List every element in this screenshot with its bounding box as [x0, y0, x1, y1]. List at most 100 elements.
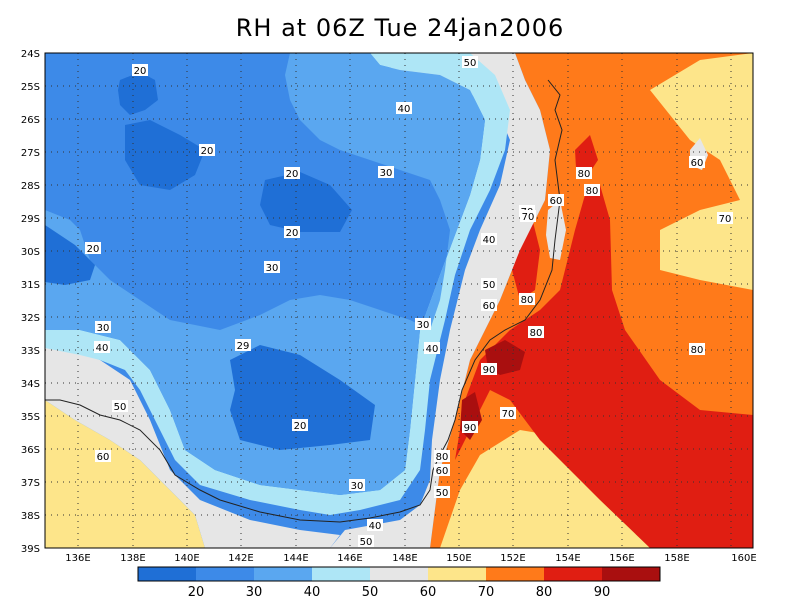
contour-label-text: 29 — [237, 341, 250, 352]
colorbar-label: 60 — [420, 585, 437, 600]
contour-label: 30 — [349, 479, 365, 492]
contour-label: 80 — [584, 184, 600, 197]
colorbar-label: 80 — [536, 585, 553, 600]
contour-label: 30 — [264, 261, 280, 274]
lat-label: 37S — [21, 478, 40, 489]
lat-label: 38S — [21, 511, 40, 522]
contour-label: 30 — [95, 321, 111, 334]
contour-label-text: 30 — [351, 481, 364, 492]
contour-label: 40 — [481, 233, 497, 246]
lon-label: 158E — [664, 553, 689, 564]
field-90-100-c — [575, 135, 598, 175]
contour-label-text: 60 — [97, 452, 110, 463]
lon-label: 146E — [337, 553, 362, 564]
lon-label: 150E — [446, 553, 471, 564]
coastline — [45, 79, 563, 523]
contour-label-text: 30 — [380, 168, 393, 179]
contour-label: 40 — [424, 342, 440, 355]
lat-label: 34S — [21, 379, 40, 390]
lon-label: 156E — [609, 553, 634, 564]
contour-label-text: 30 — [417, 320, 430, 331]
lat-label: 32S — [21, 313, 40, 324]
contour-labels: 20 20 20 20 20 20 30 30 30 30 30 29 40 40 40 40 40 50 50 50… — [85, 56, 733, 548]
contour-label-text: 50 — [436, 488, 449, 499]
colorbar-label: 70 — [478, 585, 495, 600]
contour-label-text: 20 — [286, 169, 299, 180]
contour-label-text: 40 — [483, 235, 496, 246]
contour-label: 60 — [434, 464, 450, 477]
contour-label: 80 — [689, 343, 705, 356]
contour-label-text: 20 — [286, 228, 299, 239]
contour-label-text: 60 — [691, 158, 704, 169]
lat-axis-labels: 24S 25S 26S 27S 28S 29S 30S 31S 32S 33S … — [21, 49, 40, 555]
contour-label: 50 — [112, 400, 128, 413]
contour-label: 80 — [519, 293, 535, 306]
field-60-70 — [330, 53, 550, 548]
lon-label: 136E — [65, 553, 90, 564]
contour-label: 80 — [434, 450, 450, 463]
contour-label: 60 — [689, 156, 705, 169]
field-20-30-e — [230, 345, 375, 450]
contour-label: 29 — [235, 339, 251, 352]
field-20-30-d — [45, 225, 95, 285]
contour-label: 20 — [284, 226, 300, 239]
contour-label-text: 50 — [483, 280, 496, 291]
contour-label-text: 20 — [294, 421, 307, 432]
contour-label: 50 — [434, 486, 450, 499]
colorbar-swatch — [254, 567, 312, 581]
lon-label: 154E — [555, 553, 580, 564]
contour-label: 50 — [462, 56, 478, 69]
colorbar-swatch — [544, 567, 602, 581]
colorbar-label: 30 — [246, 585, 263, 600]
filled-contours — [45, 53, 753, 548]
lat-label: 33S — [21, 346, 40, 357]
contour-label-text: 70 — [522, 212, 535, 223]
contour-label-text: 80 — [578, 169, 591, 180]
colorbar-label: 90 — [594, 585, 611, 600]
contour-label-text: 70 — [502, 409, 515, 420]
contour-label: 20 — [85, 242, 101, 255]
contour-label: 20 — [292, 419, 308, 432]
colorbar-label: 20 — [188, 585, 205, 600]
contour-label: 80 — [576, 167, 592, 180]
lon-label: 138E — [120, 553, 145, 564]
contour-label: 60 — [481, 299, 497, 312]
lon-label: 160E — [731, 553, 756, 564]
colorbar-swatch — [602, 567, 660, 581]
lat-label: 36S — [21, 445, 40, 456]
contour-label: 30 — [415, 318, 431, 331]
lat-label: 31S — [21, 280, 40, 291]
lon-label: 152E — [500, 553, 525, 564]
colorbar-swatch — [370, 567, 428, 581]
lat-label: 24S — [21, 49, 40, 60]
colorbar-frame — [137, 566, 661, 582]
contour-label-text: 80 — [436, 452, 449, 463]
colorbar: 20 30 40 50 60 70 80 90 — [137, 566, 661, 600]
contour-label-text: 30 — [266, 263, 279, 274]
colorbar-swatch — [196, 567, 254, 581]
contour-label: 90 — [462, 421, 478, 434]
contour-label: 50 — [358, 535, 374, 548]
gridlines — [45, 53, 753, 548]
contour-label-text: 80 — [530, 328, 543, 339]
contour-label-text: 60 — [550, 196, 563, 207]
colorbar-swatch — [486, 567, 544, 581]
contour-label-text: 60 — [436, 466, 449, 477]
contour-label: 70 — [500, 407, 516, 420]
contour-label-text: 60 — [483, 301, 496, 312]
field-20-30-a — [118, 72, 158, 115]
lat-label: 25S — [21, 82, 40, 93]
contour-label: 50 — [481, 278, 497, 291]
contour-label: 80 — [528, 326, 544, 339]
lat-label: 26S — [21, 115, 40, 126]
contour-label-text: 90 — [483, 365, 496, 376]
lat-label: 30S — [21, 247, 40, 258]
contour-label: 30 — [378, 166, 394, 179]
lat-label: 35S — [21, 412, 40, 423]
lon-label: 140E — [174, 553, 199, 564]
contour-label-text: 50 — [114, 402, 127, 413]
contour-label-text: 40 — [96, 343, 109, 354]
lon-label: 148E — [392, 553, 417, 564]
contour-label: 20 — [132, 64, 148, 77]
contour-label: 20 — [284, 167, 300, 180]
